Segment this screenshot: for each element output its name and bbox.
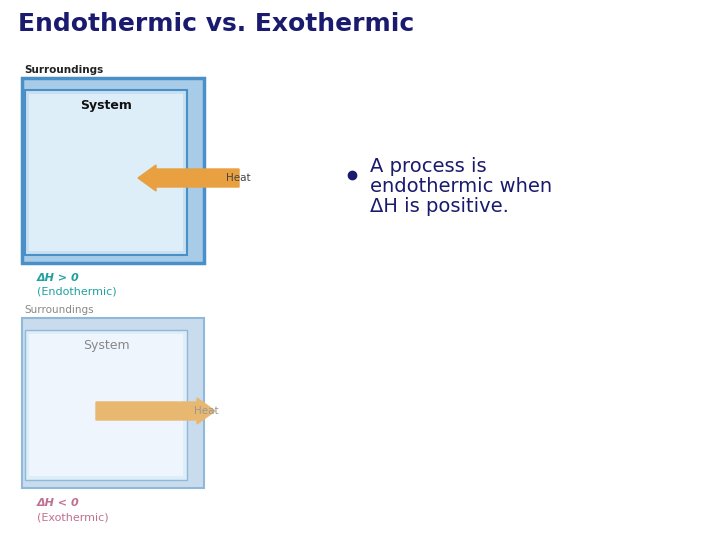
FancyBboxPatch shape [29,94,183,251]
Text: ΔH > 0: ΔH > 0 [37,273,80,283]
Text: Heat: Heat [226,173,251,183]
Text: Surroundings: Surroundings [24,65,103,75]
Text: System: System [80,99,132,112]
FancyArrow shape [138,165,239,191]
FancyArrow shape [96,398,215,424]
FancyBboxPatch shape [25,90,187,255]
Text: ΔH is positive.: ΔH is positive. [370,197,509,216]
Text: (Endothermic): (Endothermic) [37,287,117,297]
Text: Endothermic vs. Exothermic: Endothermic vs. Exothermic [18,12,414,36]
Text: ΔH < 0: ΔH < 0 [37,498,80,508]
FancyBboxPatch shape [29,334,183,476]
FancyBboxPatch shape [22,78,204,263]
FancyBboxPatch shape [22,318,204,488]
Text: System: System [83,340,130,353]
Text: (Exothermic): (Exothermic) [37,512,109,522]
Text: Surroundings: Surroundings [24,305,94,315]
FancyBboxPatch shape [25,330,187,480]
Text: A process is: A process is [370,157,487,176]
Text: endothermic when: endothermic when [370,177,552,196]
Text: Heat: Heat [194,406,219,416]
